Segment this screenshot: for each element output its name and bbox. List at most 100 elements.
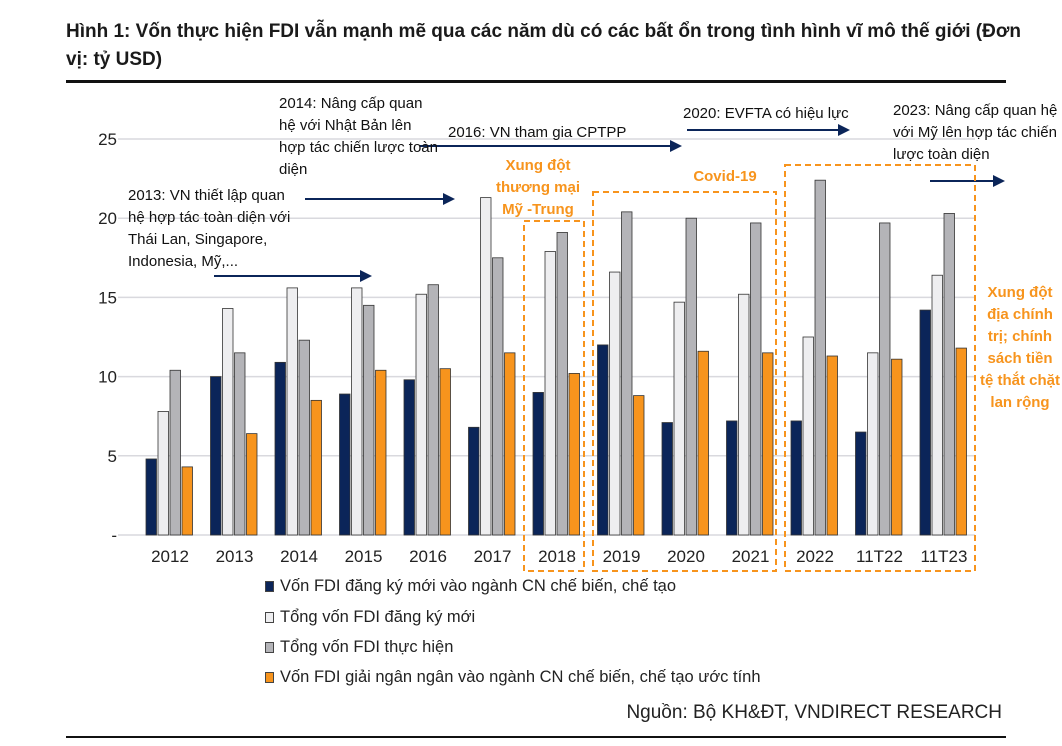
bar [943, 213, 955, 536]
figure-title: Hình 1: Vốn thực hiện FDI vẫn mạnh mẽ qu… [66, 21, 1021, 70]
bar [738, 293, 750, 536]
x-tick-label: 2012 [151, 547, 189, 566]
legend-item-total-registered: Tổng vốn FDI đăng ký mới [265, 608, 475, 627]
bar [222, 308, 234, 536]
bar [879, 222, 891, 536]
y-tick-label: - [111, 526, 117, 545]
bottom-rule [66, 736, 1006, 738]
annotation-trade-war: Xung đột thương mại Mỹ -Trung [495, 157, 581, 218]
arrow-2023-head [993, 175, 1005, 187]
legend-swatch [265, 581, 274, 592]
y-tick-label: 5 [108, 447, 117, 466]
bar [351, 287, 363, 536]
bar [726, 420, 738, 536]
legend-swatch [265, 672, 274, 683]
bar [685, 217, 697, 536]
bar [867, 352, 879, 536]
annotation-2020: 2020: EVFTA có hiệu lực [683, 105, 849, 122]
arrow-2016-head [670, 140, 682, 152]
legend-label: Vốn FDI đăng ký mới vào ngành CN chế biế… [280, 577, 677, 595]
bar [145, 458, 157, 536]
annotation-covid: Covid-19 [693, 168, 757, 185]
annotation-2013: 2013: VN thiết lập quan hệ hợp tác toàn … [128, 187, 291, 270]
bar [234, 352, 246, 536]
bar [274, 361, 286, 536]
annotation-2014: 2014: Nâng cấp quan hệ với Nhật Bản lên … [279, 95, 438, 178]
top-rule [66, 80, 1006, 83]
bar [568, 373, 580, 536]
y-tick-label: 15 [98, 288, 117, 307]
annotation-2016: 2016: VN tham gia CPTPP [448, 124, 627, 141]
legend-label: Tổng vốn FDI thực hiện [280, 638, 454, 656]
legend-item-total-disbursed: Tổng vốn FDI thực hiện [265, 638, 453, 657]
bar [363, 304, 375, 536]
bar [439, 368, 451, 536]
x-tick-label: 2018 [538, 547, 576, 566]
x-tick-label: 2017 [474, 547, 512, 566]
x-tick-label: 2014 [280, 547, 318, 566]
bar [790, 420, 802, 536]
bar [891, 358, 903, 536]
legend-item-fdi-manufacturing-registered: Vốn FDI đăng ký mới vào ngành CN chế biế… [265, 577, 676, 596]
arrow-2020-head [838, 124, 850, 136]
bar [633, 395, 645, 536]
bar [762, 352, 774, 536]
bar [246, 433, 258, 536]
bar [609, 271, 621, 536]
bar [169, 369, 181, 536]
arrow-2014-head [443, 193, 455, 205]
covid-box [592, 191, 777, 572]
bar [403, 379, 415, 536]
bar [697, 350, 709, 536]
bar [492, 257, 504, 536]
bar [556, 232, 568, 536]
geopolitics-box [784, 164, 976, 572]
bar [375, 369, 387, 536]
y-tick-label: 20 [98, 209, 117, 228]
bar [661, 422, 673, 536]
bar [673, 301, 685, 536]
annotation-geopolitics: Xung đột địa chính trị; chính sách tiền … [980, 284, 1061, 411]
bar [504, 352, 516, 536]
bar [802, 336, 814, 536]
legend-swatch [265, 642, 274, 653]
legend-label: Vốn FDI giải ngân ngân vào ngành CN chế … [280, 668, 761, 686]
bar [955, 347, 967, 536]
x-tick-label: 11T22 [856, 547, 903, 566]
bar [286, 287, 298, 536]
bar [855, 431, 867, 536]
bar [919, 309, 931, 536]
legend-label: Tổng vốn FDI đăng ký mới [280, 608, 476, 626]
bar [468, 426, 480, 536]
bar [310, 399, 322, 536]
x-tick-label: 2015 [345, 547, 383, 566]
bar [480, 197, 492, 536]
x-tick-label: 2020 [667, 547, 705, 566]
annotation-2023: 2023: Nâng cấp quan hệ với Mỹ lên hợp tá… [893, 102, 1058, 163]
x-tick-label: 11T23 [921, 547, 968, 566]
bar [826, 355, 838, 536]
bar [544, 251, 556, 536]
bar [597, 344, 609, 536]
bar [532, 392, 544, 536]
bar [298, 339, 310, 536]
source-note: Nguồn: Bộ KH&ĐT, VNDIRECT RESEARCH [626, 702, 1002, 723]
bar [157, 411, 169, 536]
x-tick-label: 2016 [409, 547, 447, 566]
x-tick-label: 2022 [796, 547, 834, 566]
y-tick-label: 10 [98, 368, 117, 387]
arrow-2013-head [360, 270, 372, 282]
bar [814, 179, 826, 536]
legend-item-manufacturing-disbursed: Vốn FDI giải ngân ngân vào ngành CN chế … [265, 668, 761, 687]
bar [339, 393, 351, 536]
x-tick-label: 2019 [603, 547, 641, 566]
bar [621, 211, 633, 536]
bar [181, 466, 193, 536]
trade-war-box [523, 220, 585, 572]
bar [931, 274, 943, 536]
bar [750, 222, 762, 536]
x-tick-label: 2013 [216, 547, 254, 566]
y-tick-label: 25 [98, 130, 117, 149]
